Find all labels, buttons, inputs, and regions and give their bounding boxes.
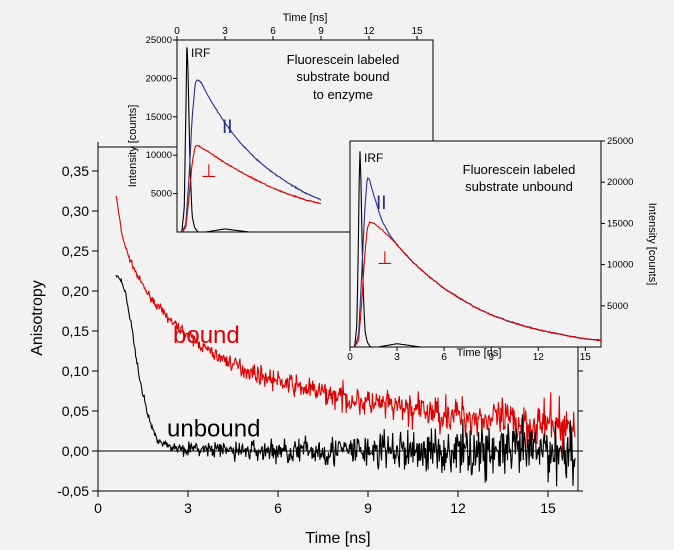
main-x-tick-label: 6 — [274, 500, 282, 516]
inset-unbound-x-tick-label: 9 — [488, 352, 494, 363]
inset-unbound-y-tick-label: 15000 — [607, 218, 633, 229]
main-x-tick-label: 15 — [540, 500, 556, 516]
main-y-tick-label: 0,35 — [62, 163, 89, 179]
inset-unbound-series-line — [354, 221, 601, 348]
main-x-tick-label: 12 — [450, 500, 466, 516]
inset-unbound-x-axis-label: Time [ns] — [457, 347, 502, 359]
inset-unbound-y-tick-label: 10000 — [607, 260, 633, 271]
inset-bound-title-line-1: Fluorescein labeled — [287, 52, 400, 67]
inset-unbound-frame — [349, 140, 602, 348]
main-y-tick-label: -0,05 — [57, 483, 89, 499]
inset-bound-y-tick-label: 25000 — [146, 35, 172, 46]
main-series-line — [115, 195, 576, 454]
inset-bound-y-tick-label: 5000 — [151, 189, 172, 200]
inset-bound-y-tick-label: 10000 — [146, 150, 172, 161]
annotation-bound: bound — [173, 322, 240, 349]
inset-bound-y-tick-label: 20000 — [146, 73, 172, 84]
main-y-tick-label: 0,05 — [62, 403, 89, 419]
main-series-line — [115, 274, 576, 487]
inset-unbound-y-tick-label: 20000 — [607, 177, 633, 188]
inset-bound-y-axis-label: Intensity [counts] — [127, 105, 139, 188]
inset-bound-x-tick-label: 9 — [318, 26, 324, 37]
inset-bound-label-perpendicular: ⊥ — [201, 161, 217, 181]
inset-bound-x-tick-label: 6 — [270, 26, 276, 37]
inset-bound-x-tick-label: 3 — [222, 26, 228, 37]
inset-bound-series-line — [181, 144, 322, 233]
main-series — [115, 195, 576, 487]
inset-unbound-series — [350, 151, 602, 348]
main-y-tick-label: 0,15 — [62, 323, 89, 339]
main-y-tick-label: 0,10 — [62, 363, 89, 379]
inset-unbound-chart: 0 3 6 9 12 15 5000 10000 15000 20000 25000 Time [n… — [347, 136, 658, 363]
inset-unbound-y-axis-label: Intensity [counts] — [646, 203, 658, 286]
main-x-tick-label: 3 — [184, 500, 192, 516]
inset-unbound-x-tick-label: 0 — [347, 352, 353, 363]
main-y-axis-label: Anisotropy — [29, 280, 46, 356]
inset-bound-x-tick-label: 0 — [174, 26, 180, 37]
inset-bound-series-line — [177, 47, 305, 233]
inset-bound-ticks: 0 3 6 9 12 15 5000 10000 15000 20000 25000 — [146, 26, 423, 200]
inset-bound-label-parallel: II — [222, 117, 233, 138]
inset-bound-series — [177, 47, 322, 233]
inset-unbound-series-line — [350, 151, 601, 348]
inset-unbound-x-tick-label: 15 — [580, 352, 592, 363]
inset-bound-y-tick-label: 15000 — [146, 112, 172, 123]
inset-unbound-title-line-1: Fluorescein labeled — [463, 162, 576, 177]
main-y-tick-label: 0,30 — [62, 203, 89, 219]
inset-unbound-x-tick-label: 12 — [533, 352, 545, 363]
inset-bound-x-tick-label: 12 — [363, 26, 375, 37]
inset-unbound-label-irf: IRF — [364, 151, 383, 165]
main-ticks: 0 3 6 9 12 15 -0,05 0,00 0,05 0,10 0,15 0,20 0,25 0,3… — [57, 142, 583, 516]
inset-unbound-label-parallel: II — [376, 193, 387, 214]
main-x-axis-label: Time [ns] — [305, 530, 370, 547]
inset-unbound-x-tick-label: 3 — [394, 352, 400, 363]
main-y-tick-label: 0,20 — [62, 283, 89, 299]
main-y-tick-label: 0,00 — [62, 443, 89, 459]
main-y-tick-label: 0,25 — [62, 243, 89, 259]
inset-unbound-label-perpendicular: ⊥ — [377, 248, 393, 268]
inset-bound-title-line-2: substrate bound — [296, 69, 389, 84]
main-x-tick-label: 0 — [94, 500, 102, 516]
inset-unbound-y-tick-label: 25000 — [607, 136, 633, 147]
inset-bound-title-line-3: to enzyme — [313, 87, 373, 102]
inset-unbound-y-tick-label: 5000 — [607, 301, 628, 312]
inset-unbound-ticks: 0 3 6 9 12 15 5000 10000 15000 20000 25000 — [347, 136, 633, 363]
inset-bound-x-tick-label: 15 — [411, 26, 423, 37]
main-x-tick-label: 9 — [364, 500, 372, 516]
inset-bound-series-line — [181, 79, 321, 233]
inset-bound-label-irf: IRF — [191, 46, 210, 60]
inset-bound-x-axis-label: Time [ns] — [283, 12, 328, 24]
annotation-unbound: unbound — [167, 416, 260, 443]
inset-unbound-x-tick-label: 6 — [441, 352, 447, 363]
inset-unbound-title-line-2: substrate unbound — [465, 179, 573, 194]
